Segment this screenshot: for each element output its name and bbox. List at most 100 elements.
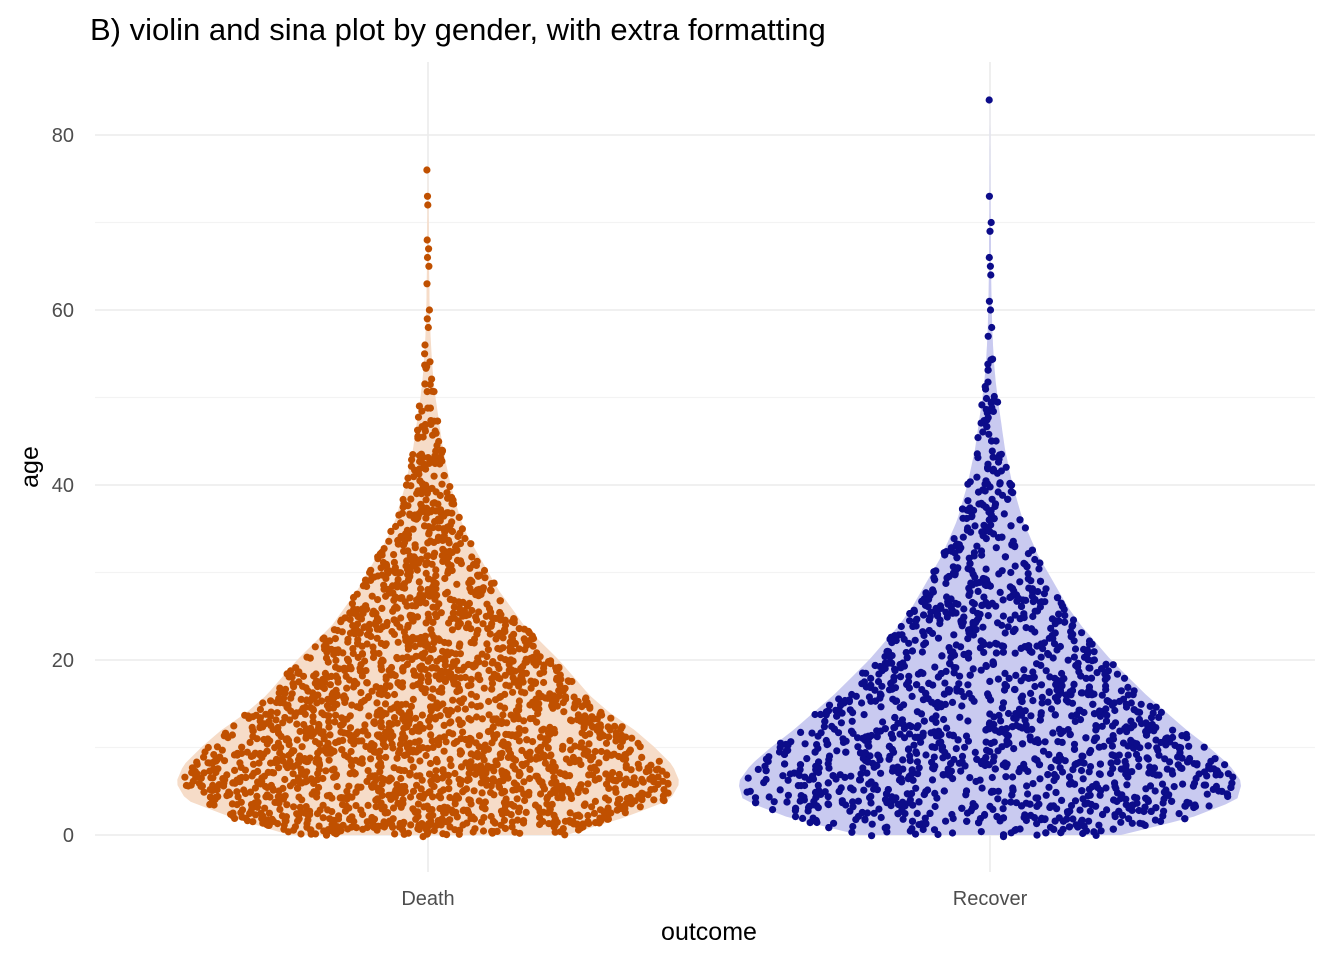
data-point — [582, 787, 590, 795]
data-point — [467, 750, 475, 758]
data-point — [441, 574, 449, 583]
data-point — [306, 654, 314, 662]
data-point — [501, 671, 509, 679]
data-point — [415, 578, 423, 586]
data-point — [427, 646, 435, 654]
data-point — [295, 778, 303, 787]
data-point — [1031, 555, 1039, 564]
data-point — [567, 716, 575, 724]
data-point — [386, 735, 395, 743]
data-point — [925, 627, 933, 635]
data-point — [529, 653, 537, 661]
data-point — [210, 751, 218, 759]
data-point — [913, 681, 921, 689]
data-point — [982, 662, 991, 671]
data-point — [1044, 649, 1052, 658]
data-point — [980, 648, 988, 657]
data-point — [591, 797, 600, 806]
data-point — [949, 569, 958, 577]
data-point — [1034, 588, 1042, 596]
data-point — [345, 782, 353, 790]
data-point — [517, 785, 525, 793]
data-point — [1082, 734, 1090, 742]
data-point — [473, 627, 482, 635]
data-point — [340, 794, 348, 802]
data-point — [1086, 664, 1094, 672]
data-point — [982, 405, 990, 414]
data-point — [1053, 676, 1061, 684]
data-point — [467, 681, 475, 689]
data-point — [397, 614, 405, 622]
data-point — [974, 434, 982, 442]
data-point — [911, 830, 920, 838]
data-point — [954, 564, 962, 572]
data-point — [974, 454, 982, 462]
data-point — [973, 755, 981, 763]
data-point — [977, 499, 985, 507]
data-point — [349, 649, 357, 658]
data-point — [446, 483, 454, 491]
data-point — [912, 748, 920, 756]
data-point — [877, 813, 885, 822]
data-point — [607, 714, 615, 722]
data-point — [622, 800, 630, 808]
data-point — [441, 657, 449, 665]
data-point — [926, 809, 934, 818]
data-point — [467, 625, 475, 633]
data-point — [830, 819, 838, 827]
data-point — [416, 757, 424, 765]
data-point — [989, 530, 998, 538]
data-point — [506, 643, 514, 652]
data-point — [1047, 624, 1055, 633]
data-point — [1042, 667, 1050, 675]
data-point — [1007, 522, 1015, 530]
data-point — [425, 530, 433, 538]
data-point — [1011, 562, 1019, 570]
data-point-outlier — [987, 271, 995, 279]
data-point — [515, 808, 523, 816]
data-point — [860, 711, 868, 719]
data-point — [940, 690, 949, 698]
data-point — [389, 670, 397, 678]
data-point — [382, 574, 390, 583]
data-point — [571, 742, 579, 750]
data-point — [425, 459, 433, 467]
data-point — [1045, 783, 1053, 791]
data-point — [467, 540, 475, 548]
data-point — [396, 623, 404, 631]
data-point — [888, 659, 896, 667]
data-point — [580, 720, 588, 728]
data-point — [434, 817, 442, 825]
data-point — [338, 746, 346, 754]
data-point — [318, 682, 326, 691]
data-point — [378, 548, 386, 557]
data-point — [499, 711, 507, 719]
data-point — [959, 533, 967, 541]
data-point — [781, 760, 789, 768]
data-point — [852, 692, 860, 700]
data-point — [275, 729, 283, 737]
data-point — [409, 682, 417, 690]
data-point — [333, 783, 341, 791]
data-point — [1056, 642, 1064, 651]
data-point — [988, 437, 996, 445]
data-point — [966, 671, 974, 679]
data-point — [897, 622, 905, 631]
data-point — [912, 617, 920, 625]
data-point — [206, 759, 214, 767]
data-point — [403, 660, 411, 669]
data-point — [475, 732, 484, 740]
data-point — [1078, 629, 1086, 637]
data-point — [389, 815, 397, 823]
data-point — [325, 712, 333, 720]
data-point — [1095, 743, 1103, 751]
data-point — [744, 774, 752, 782]
data-point — [414, 511, 422, 519]
data-point — [901, 802, 909, 810]
data-point — [363, 679, 371, 687]
data-point — [449, 730, 457, 738]
data-point — [406, 571, 414, 580]
data-point — [1122, 700, 1130, 708]
data-point — [488, 614, 496, 622]
data-point — [525, 791, 533, 799]
